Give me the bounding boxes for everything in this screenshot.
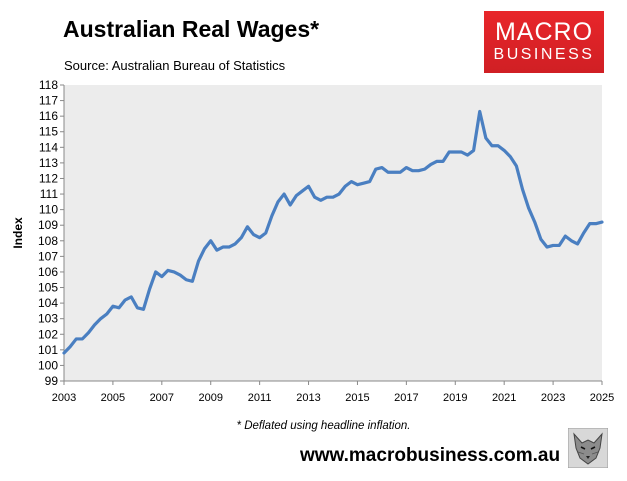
y-tick-label: 104: [38, 296, 58, 310]
wolf-icon: [568, 428, 608, 468]
y-tick-label: 111: [40, 187, 59, 201]
y-tick-label: 101: [38, 343, 58, 357]
x-tick-label: 2015: [345, 392, 369, 404]
x-tick-label: 2011: [248, 392, 272, 404]
y-tick-label: 116: [39, 109, 58, 123]
x-tick-label: 2009: [198, 392, 222, 404]
y-tick-label: 112: [39, 171, 58, 185]
y-tick-label: 110: [39, 203, 58, 217]
plot-area: [64, 85, 602, 381]
macrobusiness-logo: MACRO BUSINESS: [484, 11, 604, 73]
y-tick-label: 105: [38, 281, 58, 295]
x-tick-label: 2021: [492, 392, 516, 404]
x-tick-label: 2017: [394, 392, 418, 404]
y-axis-label: Index: [11, 217, 25, 249]
x-tick-label: 2019: [443, 392, 467, 404]
y-tick-label: 108: [38, 234, 58, 248]
y-tick-label: 100: [38, 358, 58, 372]
logo-line1: MACRO: [494, 18, 594, 46]
footnote: * Deflated using headline inflation.: [236, 420, 411, 432]
y-tick-label: 102: [38, 327, 58, 341]
x-tick-label: 2003: [52, 392, 76, 404]
y-tick-label: 117: [39, 94, 58, 108]
y-tick-label: 109: [38, 218, 58, 232]
y-tick-label: 99: [45, 374, 59, 388]
axes: [60, 84, 603, 385]
x-tick-label: 2007: [150, 392, 174, 404]
website-url[interactable]: www.macrobusiness.com.au: [300, 445, 561, 466]
y-tick-label: 106: [38, 265, 58, 279]
y-tick-label: 107: [38, 249, 58, 263]
x-tick-label: 2025: [590, 392, 614, 404]
series-line: [62, 109, 604, 355]
y-tick-label: 103: [38, 312, 58, 326]
y-tick-label: 113: [39, 156, 58, 170]
x-tick-label: 2005: [101, 392, 125, 404]
x-tick-label: 2023: [541, 392, 565, 404]
x-tick-label: 2013: [296, 392, 320, 404]
y-tick-label: 115: [39, 125, 58, 139]
chart-source: Source: Australian Bureau of Statistics: [64, 58, 286, 73]
y-tick-label: 118: [39, 78, 58, 92]
chart-title: Australian Real Wages*: [63, 16, 320, 42]
logo-line2: BUSINESS: [493, 46, 595, 63]
y-tick-label: 114: [39, 140, 58, 154]
